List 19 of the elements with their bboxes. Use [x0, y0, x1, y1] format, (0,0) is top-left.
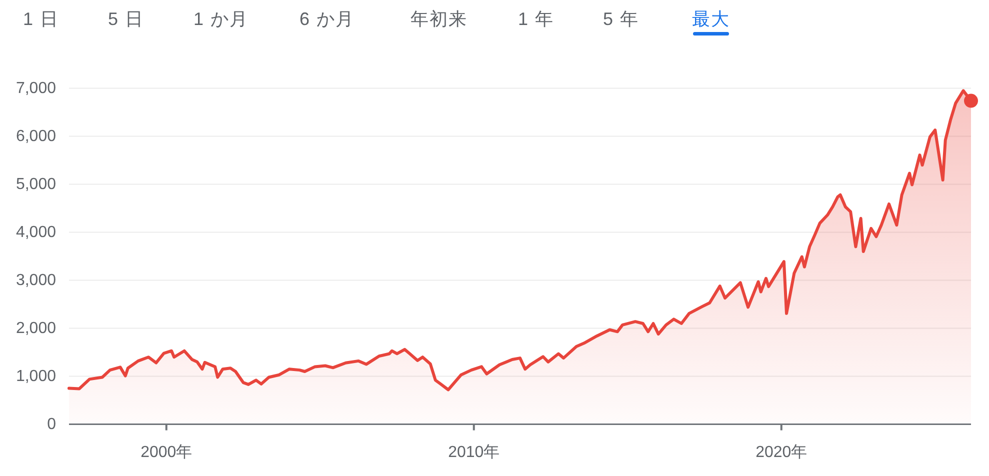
tab-label: 1 日	[23, 9, 59, 29]
y-tick-label: 3,000	[16, 272, 56, 289]
tab-label: 5 年	[603, 9, 639, 29]
x-tick-label: 2010年	[448, 444, 500, 461]
tab-label: 5 日	[108, 9, 144, 29]
y-tick-label: 0	[47, 416, 56, 433]
tab-label: 1 年	[518, 9, 554, 29]
y-tick-label: 4,000	[16, 224, 56, 241]
y-tick-label: 6,000	[16, 128, 56, 145]
tab-label: 1 か月	[194, 9, 248, 29]
y-tick-label: 7,000	[16, 80, 56, 97]
y-tick-label: 1,000	[16, 368, 56, 385]
y-tick-label: 5,000	[16, 176, 56, 193]
y-tick-label: 2,000	[16, 320, 56, 337]
selected-tab-label: 最大	[692, 9, 730, 29]
tab-label: 6 か月	[300, 9, 354, 29]
x-tick-label: 2020年	[756, 444, 808, 461]
x-tick-label: 2000年	[140, 444, 192, 461]
tab-label: 年初来	[410, 9, 468, 29]
